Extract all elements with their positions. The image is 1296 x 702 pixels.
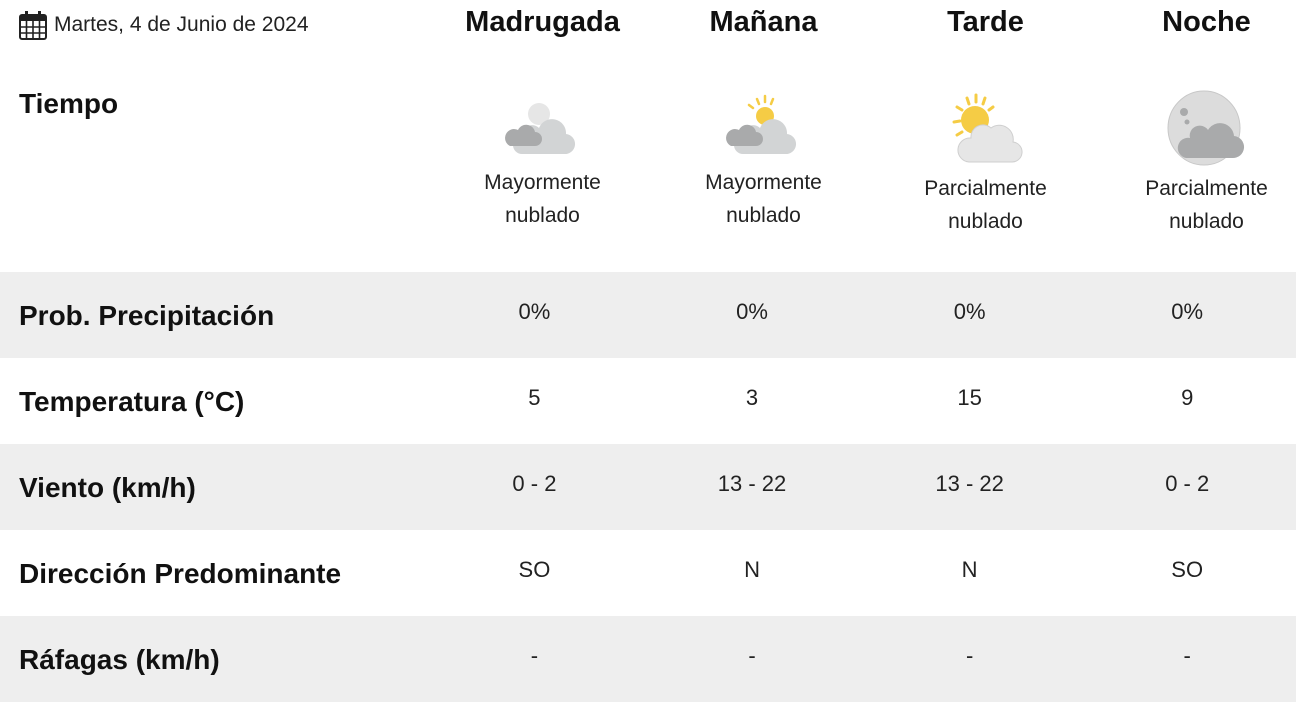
- sky-cell: Parcialmente nublado: [875, 90, 1096, 238]
- date-text: Martes, 4 de Junio de 2024: [54, 13, 309, 36]
- partly-cloudy-day-icon: [952, 93, 1022, 163]
- tiempo-label: Tiempo: [19, 88, 119, 119]
- period-header-tarde: Tarde: [947, 6, 1024, 38]
- row-direction: Dirección Predominante SO N N SO: [0, 530, 1296, 616]
- cell-value: 0 - 2: [1165, 471, 1210, 496]
- sky-description: nublado: [505, 204, 580, 227]
- cell-value: 0%: [736, 299, 768, 324]
- row-label: Ráfagas (km/h): [19, 644, 220, 675]
- cell-value: 15: [957, 385, 982, 410]
- cell-value: SO: [518, 557, 551, 582]
- cell-value: 0%: [953, 299, 986, 324]
- sky-cell: Mayormente nublado: [653, 90, 874, 232]
- cell-value: 13 - 22: [935, 471, 1004, 496]
- period-header-manana: Mañana: [709, 6, 818, 38]
- sky-cell: Parcialmente nublado: [1096, 90, 1296, 238]
- partly-cloudy-night-icon: [1167, 90, 1244, 166]
- cell-value: -: [1183, 643, 1191, 668]
- sky-cell: Mayormente nublado: [432, 90, 653, 232]
- cell-value: -: [748, 643, 756, 668]
- row-temperature: Temperatura (°C) 5 3 15 9: [0, 358, 1296, 444]
- row-precipitation: Prob. Precipitación 0% 0% 0% 0%: [0, 272, 1296, 358]
- cell-value: N: [961, 557, 978, 582]
- cloudy-day-icon: [725, 94, 796, 155]
- cell-value: N: [744, 557, 760, 582]
- row-gusts: Ráfagas (km/h) - - - -: [0, 616, 1296, 702]
- cell-value: 5: [528, 385, 541, 410]
- cell-value: -: [965, 643, 974, 668]
- sky-description: nublado: [948, 210, 1023, 233]
- cell-value: -: [530, 643, 539, 668]
- cell-value: 0%: [1171, 299, 1204, 324]
- period-header-madrugada: Madrugada: [465, 6, 620, 38]
- row-wind: Viento (km/h) 0 - 2 13 - 22 13 - 22 0 - …: [0, 444, 1296, 530]
- cloudy-night-icon: [504, 103, 575, 155]
- calendar-icon: [19, 11, 47, 40]
- period-header-noche: Noche: [1162, 6, 1251, 38]
- sky-description: Mayormente: [484, 171, 601, 194]
- sky-description: nublado: [726, 204, 801, 227]
- cell-value: 0 - 2: [512, 471, 557, 496]
- sky-description: Parcialmente: [924, 177, 1047, 200]
- sky-description: Parcialmente: [1145, 177, 1268, 200]
- cell-value: 3: [745, 385, 759, 410]
- row-label: Dirección Predominante: [19, 558, 342, 589]
- row-label: Viento (km/h): [19, 472, 196, 503]
- cell-value: 0%: [518, 299, 551, 324]
- date-header: Martes, 4 de Junio de 2024: [19, 10, 309, 40]
- row-label: Temperatura (°C): [19, 386, 245, 417]
- cell-value: SO: [1171, 557, 1204, 582]
- cell-value: 9: [1181, 385, 1194, 410]
- cell-value: 13 - 22: [717, 471, 787, 496]
- sky-description: nublado: [1169, 210, 1244, 233]
- row-label: Prob. Precipitación: [19, 300, 275, 331]
- sky-description: Mayormente: [705, 171, 822, 194]
